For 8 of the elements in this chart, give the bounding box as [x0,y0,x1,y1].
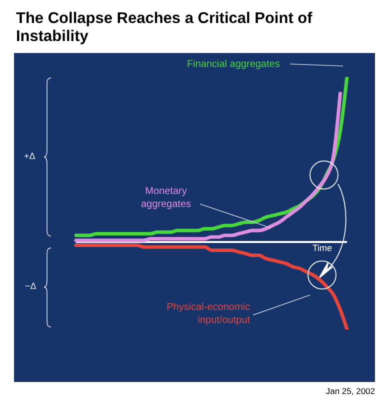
chart-title: The Collapse Reaches a Critical Point of Instability [16,10,314,46]
text: Financial aggregates [187,58,281,71]
text: Jan 25, 2002 [326,386,375,396]
text: Monetary aggregates [140,185,192,211]
text: −Δ [25,281,36,291]
x-axis-title: Time [312,243,332,253]
text: Physical-economic input/output [166,301,250,327]
text: +Δ [24,151,36,161]
